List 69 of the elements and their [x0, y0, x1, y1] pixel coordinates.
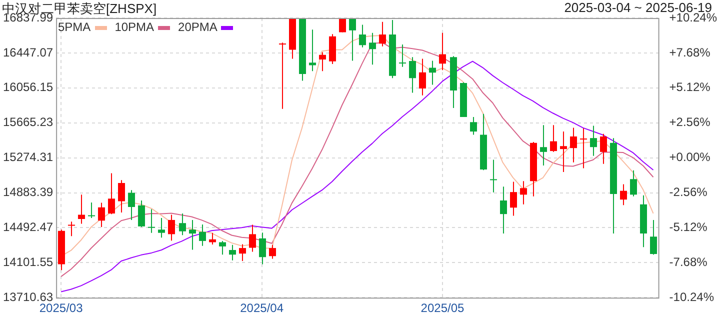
- y2-tick-label: -10.24%: [669, 290, 714, 304]
- candlestick: [239, 244, 246, 262]
- y2-tick-label: +0.00%: [669, 150, 711, 164]
- candlestick: [128, 190, 135, 220]
- legend-label: 5PMA: [58, 20, 92, 34]
- candlestick: [219, 240, 226, 256]
- y2-tick-label: +5.12%: [669, 80, 711, 94]
- candlestick: [590, 125, 597, 156]
- candlestick: [98, 202, 105, 228]
- y2-tick-label: -2.56%: [669, 185, 708, 200]
- candlestick: [359, 24, 366, 48]
- legend-label: 10PMA: [114, 20, 156, 34]
- candlestick: [309, 29, 316, 72]
- candlestick: [650, 219, 657, 256]
- y2-tick-label: -7.68%: [669, 254, 708, 269]
- candlestick: [88, 202, 95, 218]
- candlestick: [560, 131, 567, 173]
- candlestick: [349, 18, 356, 62]
- candlestick: [269, 244, 276, 260]
- candlestick: [409, 56, 416, 94]
- candlestick: [520, 180, 527, 205]
- candlestick: [279, 42, 286, 110]
- candlestick: [570, 127, 577, 163]
- y-tick-label: 14101.55: [2, 254, 54, 269]
- candlestick: [379, 21, 386, 47]
- x-tick-label: 2025/04: [240, 301, 284, 316]
- candlestick: [199, 224, 206, 246]
- candlestick: [249, 224, 256, 252]
- candlestick: [68, 221, 75, 237]
- candlestick: [229, 244, 236, 261]
- candlestick: [630, 170, 637, 197]
- candlestick: [550, 124, 557, 152]
- y2-tick-label: -5.12%: [669, 220, 708, 234]
- y-tick-label: 15274.31: [2, 150, 54, 164]
- x-tick-label: 2025/03: [39, 301, 84, 316]
- y-tick-label: 16056.15: [2, 80, 54, 94]
- candlestick: [189, 219, 196, 250]
- candlestick: [500, 186, 507, 234]
- candlestick: [369, 32, 376, 66]
- candlestick: [259, 232, 266, 265]
- candlestick: [620, 184, 627, 206]
- candlestick: [319, 52, 326, 72]
- x-tick-label: 2025/05: [420, 301, 464, 316]
- candlestick: [399, 44, 406, 68]
- candlestick: [78, 194, 85, 224]
- candlestick: [108, 172, 115, 215]
- candlestick: [158, 217, 165, 238]
- y-tick-label: 15665.23: [2, 115, 54, 130]
- candlestick: [439, 32, 446, 71]
- candlestick: [118, 180, 125, 213]
- y2-tick-label: +2.56%: [669, 115, 711, 130]
- candlestick: [138, 200, 145, 228]
- candlestick: [179, 212, 186, 236]
- candlestick: [510, 181, 517, 216]
- candlestick: [148, 208, 155, 234]
- candlestick: [429, 60, 436, 86]
- y-tick-label: 13710.63: [2, 290, 54, 304]
- candlestick: [419, 58, 426, 96]
- y-tick-label: 14883.39: [2, 185, 54, 200]
- candlestick: [490, 159, 497, 193]
- y2-tick-label: +7.68%: [669, 45, 711, 60]
- legend-label: 20PMA: [178, 20, 218, 34]
- candlestick: [580, 128, 587, 169]
- candlestick: [470, 116, 477, 136]
- y-tick-label: 14492.47: [2, 220, 54, 234]
- candlestick: [600, 133, 607, 164]
- candlestick: [168, 214, 175, 242]
- candlestick: [540, 124, 547, 166]
- y-tick-label: 16447.07: [2, 45, 54, 60]
